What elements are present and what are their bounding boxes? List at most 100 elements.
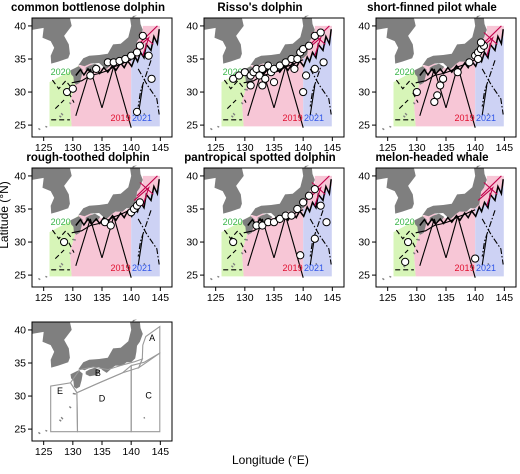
y-tick-label: 40 — [358, 170, 370, 182]
trackline-2020 — [51, 79, 74, 90]
trackline-2020 — [51, 229, 74, 240]
x-tick-label: 140 — [122, 446, 140, 458]
sighting-marker — [438, 74, 448, 83]
trackline-2020 — [398, 99, 409, 109]
x-tick-label: 130 — [64, 142, 82, 154]
y-tick-label: 35 — [14, 53, 26, 65]
survey-block-2019-northeast — [303, 175, 332, 211]
x-tick-label: 140 — [294, 142, 312, 154]
honshu-island — [78, 168, 143, 219]
small-island — [68, 406, 72, 409]
axes: 125 130 135 140 145 25 30 35 40 — [186, 17, 345, 154]
year-label-2020: 2020 — [223, 217, 243, 227]
trackline-2020 — [240, 242, 247, 253]
sightings — [62, 31, 156, 116]
sighting-marker — [246, 81, 255, 90]
axes: 125 130 135 140 145 25 30 35 40 — [14, 321, 173, 458]
y-tick-label: 30 — [14, 237, 26, 249]
trackline-2019 — [481, 85, 488, 116]
y-tick-label: 40 — [186, 170, 198, 182]
trackline-2021 — [137, 210, 152, 257]
sightings — [412, 38, 489, 107]
panel-title: short-finned pilot whale — [367, 2, 497, 14]
korean-peninsula — [204, 18, 244, 64]
sighting-marker — [316, 201, 325, 210]
hokkaido-island — [304, 165, 309, 168]
small-island — [60, 262, 64, 266]
small-island — [240, 252, 244, 255]
x-tick-label: 145 — [496, 292, 514, 304]
sighting-marker — [106, 221, 115, 230]
hokkaido-island — [132, 15, 137, 18]
x-tick-label: 125 — [379, 142, 397, 154]
region-outline-a — [137, 325, 161, 370]
trackline-northeast — [308, 175, 330, 197]
sighting-marker — [319, 58, 328, 67]
region-map: A B C D E 125 130 135 140 145 25 30 35 40 — [14, 319, 173, 458]
trackline-2019 — [101, 66, 115, 109]
small-island — [58, 265, 62, 268]
sightings — [59, 198, 145, 247]
sighting-marker — [310, 64, 319, 74]
sighting-marker — [229, 237, 238, 247]
panel-title: Risso's dolphin — [217, 2, 303, 14]
region-label-e: E — [57, 386, 63, 396]
trackline-2021 — [309, 68, 332, 115]
survey-block-2020 — [221, 215, 251, 277]
small-island — [37, 277, 41, 281]
region-outlines — [50, 325, 161, 433]
trackline-2020 — [395, 229, 418, 240]
small-island — [230, 115, 234, 118]
trackline-zigzag — [419, 29, 504, 77]
small-island — [381, 127, 385, 131]
survey-block-2019-northeast — [475, 175, 504, 211]
trackline-2019 — [137, 235, 144, 266]
x-tick-label: 125 — [35, 292, 53, 304]
honshu-island — [422, 18, 487, 69]
sighting-marker — [453, 68, 462, 77]
survey-block-2019-northeast — [303, 25, 332, 61]
x-tick-label: 140 — [122, 142, 140, 154]
y-tick-label: 30 — [14, 391, 26, 403]
korean-peninsula — [376, 18, 416, 64]
y-tick-label: 25 — [14, 120, 26, 132]
land — [32, 319, 146, 435]
trackline-2021 — [309, 60, 324, 107]
sighting-marker — [135, 198, 145, 207]
year-label-2019: 2019 — [111, 113, 131, 123]
tracklines — [395, 175, 504, 278]
small-island — [60, 416, 64, 420]
small-island — [45, 275, 48, 278]
small-island — [389, 275, 392, 278]
sighting-marker — [433, 91, 442, 100]
sighting-marker — [430, 97, 439, 107]
year-label-2021: 2021 — [304, 113, 324, 123]
year-label-2020: 2020 — [395, 217, 415, 227]
survey-block-2020 — [393, 65, 423, 127]
trackline-2019 — [285, 66, 304, 128]
small-island — [402, 265, 406, 268]
species-map: 2020 2019 2021 125 130 135 140 145 25 30 35 40 — [14, 165, 173, 304]
kyushu-island — [70, 370, 83, 389]
sightings — [229, 185, 331, 260]
small-island — [230, 265, 234, 268]
small-island — [412, 102, 416, 105]
x-tick-label: 145 — [496, 142, 514, 154]
small-island — [45, 429, 48, 432]
y-tick-label: 30 — [186, 237, 198, 249]
korean-peninsula — [32, 168, 72, 214]
sighting-marker — [322, 218, 331, 227]
region-label-b: B — [95, 368, 101, 378]
korean-peninsula — [32, 322, 72, 368]
small-island — [143, 416, 146, 419]
trackline-2019 — [433, 218, 447, 259]
species-map: 2020 2019 2021 125 130 135 140 145 25 30 35 40 — [186, 15, 345, 154]
trackline-2021 — [481, 218, 504, 265]
species-map: 2020 2019 2021 125 130 135 140 145 25 30 35 40 — [14, 15, 173, 154]
honshu-island — [422, 168, 487, 219]
sightings — [401, 237, 480, 266]
axes: 125 130 135 140 145 25 30 35 40 — [358, 167, 517, 304]
small-island — [412, 252, 416, 255]
small-island — [232, 262, 236, 266]
trackline-2020 — [398, 249, 409, 259]
